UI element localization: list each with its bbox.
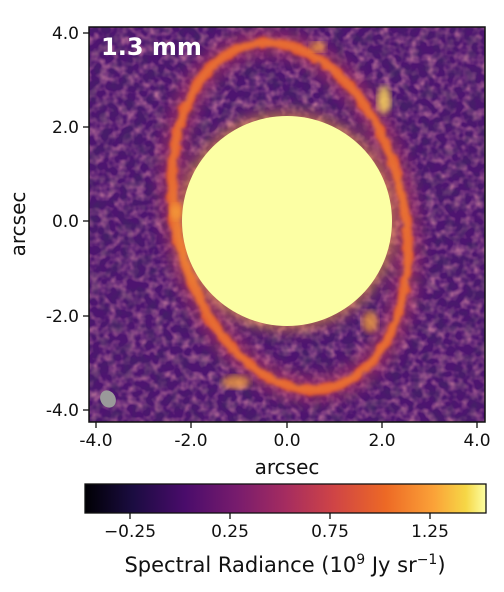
ring-clump-n <box>310 42 326 52</box>
colorbar-label-exp2: −1 <box>417 552 438 568</box>
y-axis-label: arcsec <box>6 192 30 257</box>
x-axis: -4.0 -2.0 0.0 2.0 4.0 arcsec <box>79 422 491 479</box>
beam-ellipse <box>100 390 116 408</box>
y-tick-label: 4.0 <box>52 24 79 44</box>
y-axis: 4.0 2.0 0.0 -2.0 -4.0 arcsec <box>6 24 89 421</box>
band-label: 1.3 mm <box>101 33 202 61</box>
x-axis-label: arcsec <box>255 455 320 479</box>
x-tick-label: -4.0 <box>79 431 112 451</box>
colorbar-tick-label: 1.25 <box>411 522 449 542</box>
colorbar-label-prefix: Spectral Radiance (10 <box>124 553 356 577</box>
ring-clump-sw <box>222 375 250 389</box>
y-tick-label: 0.0 <box>52 212 79 232</box>
x-tick-label: 4.0 <box>463 431 490 451</box>
colorbar-label-exp1: 9 <box>356 552 365 568</box>
y-tick-label: 2.0 <box>52 118 79 138</box>
colorbar-label-suffix: ) <box>437 553 445 577</box>
colorbar-gradient <box>84 483 487 514</box>
ring-clump-se <box>362 311 378 333</box>
masked-center <box>182 116 392 326</box>
colorbar-label: Spectral Radiance (109 Jy sr−1) <box>124 552 445 577</box>
y-tick-label: -2.0 <box>46 307 79 327</box>
x-tick-label: 0.0 <box>273 431 300 451</box>
dust-ring-core <box>170 40 410 392</box>
colorbar-label-mid: Jy sr <box>365 553 417 577</box>
ring-clump-ne <box>377 86 391 114</box>
y-tick-label: -4.0 <box>46 401 79 421</box>
colorbar-tick-label: 0.75 <box>311 522 349 542</box>
colorbar-tick-label: −0.25 <box>104 522 156 542</box>
x-tick-label: 2.0 <box>368 431 395 451</box>
colorbar: −0.25 0.25 0.75 1.25 Spectral Radiance (… <box>84 483 487 577</box>
image-panel: 1.3 mm <box>89 27 485 422</box>
x-tick-label: -2.0 <box>174 431 207 451</box>
colorbar-tick-label: 0.25 <box>211 522 249 542</box>
